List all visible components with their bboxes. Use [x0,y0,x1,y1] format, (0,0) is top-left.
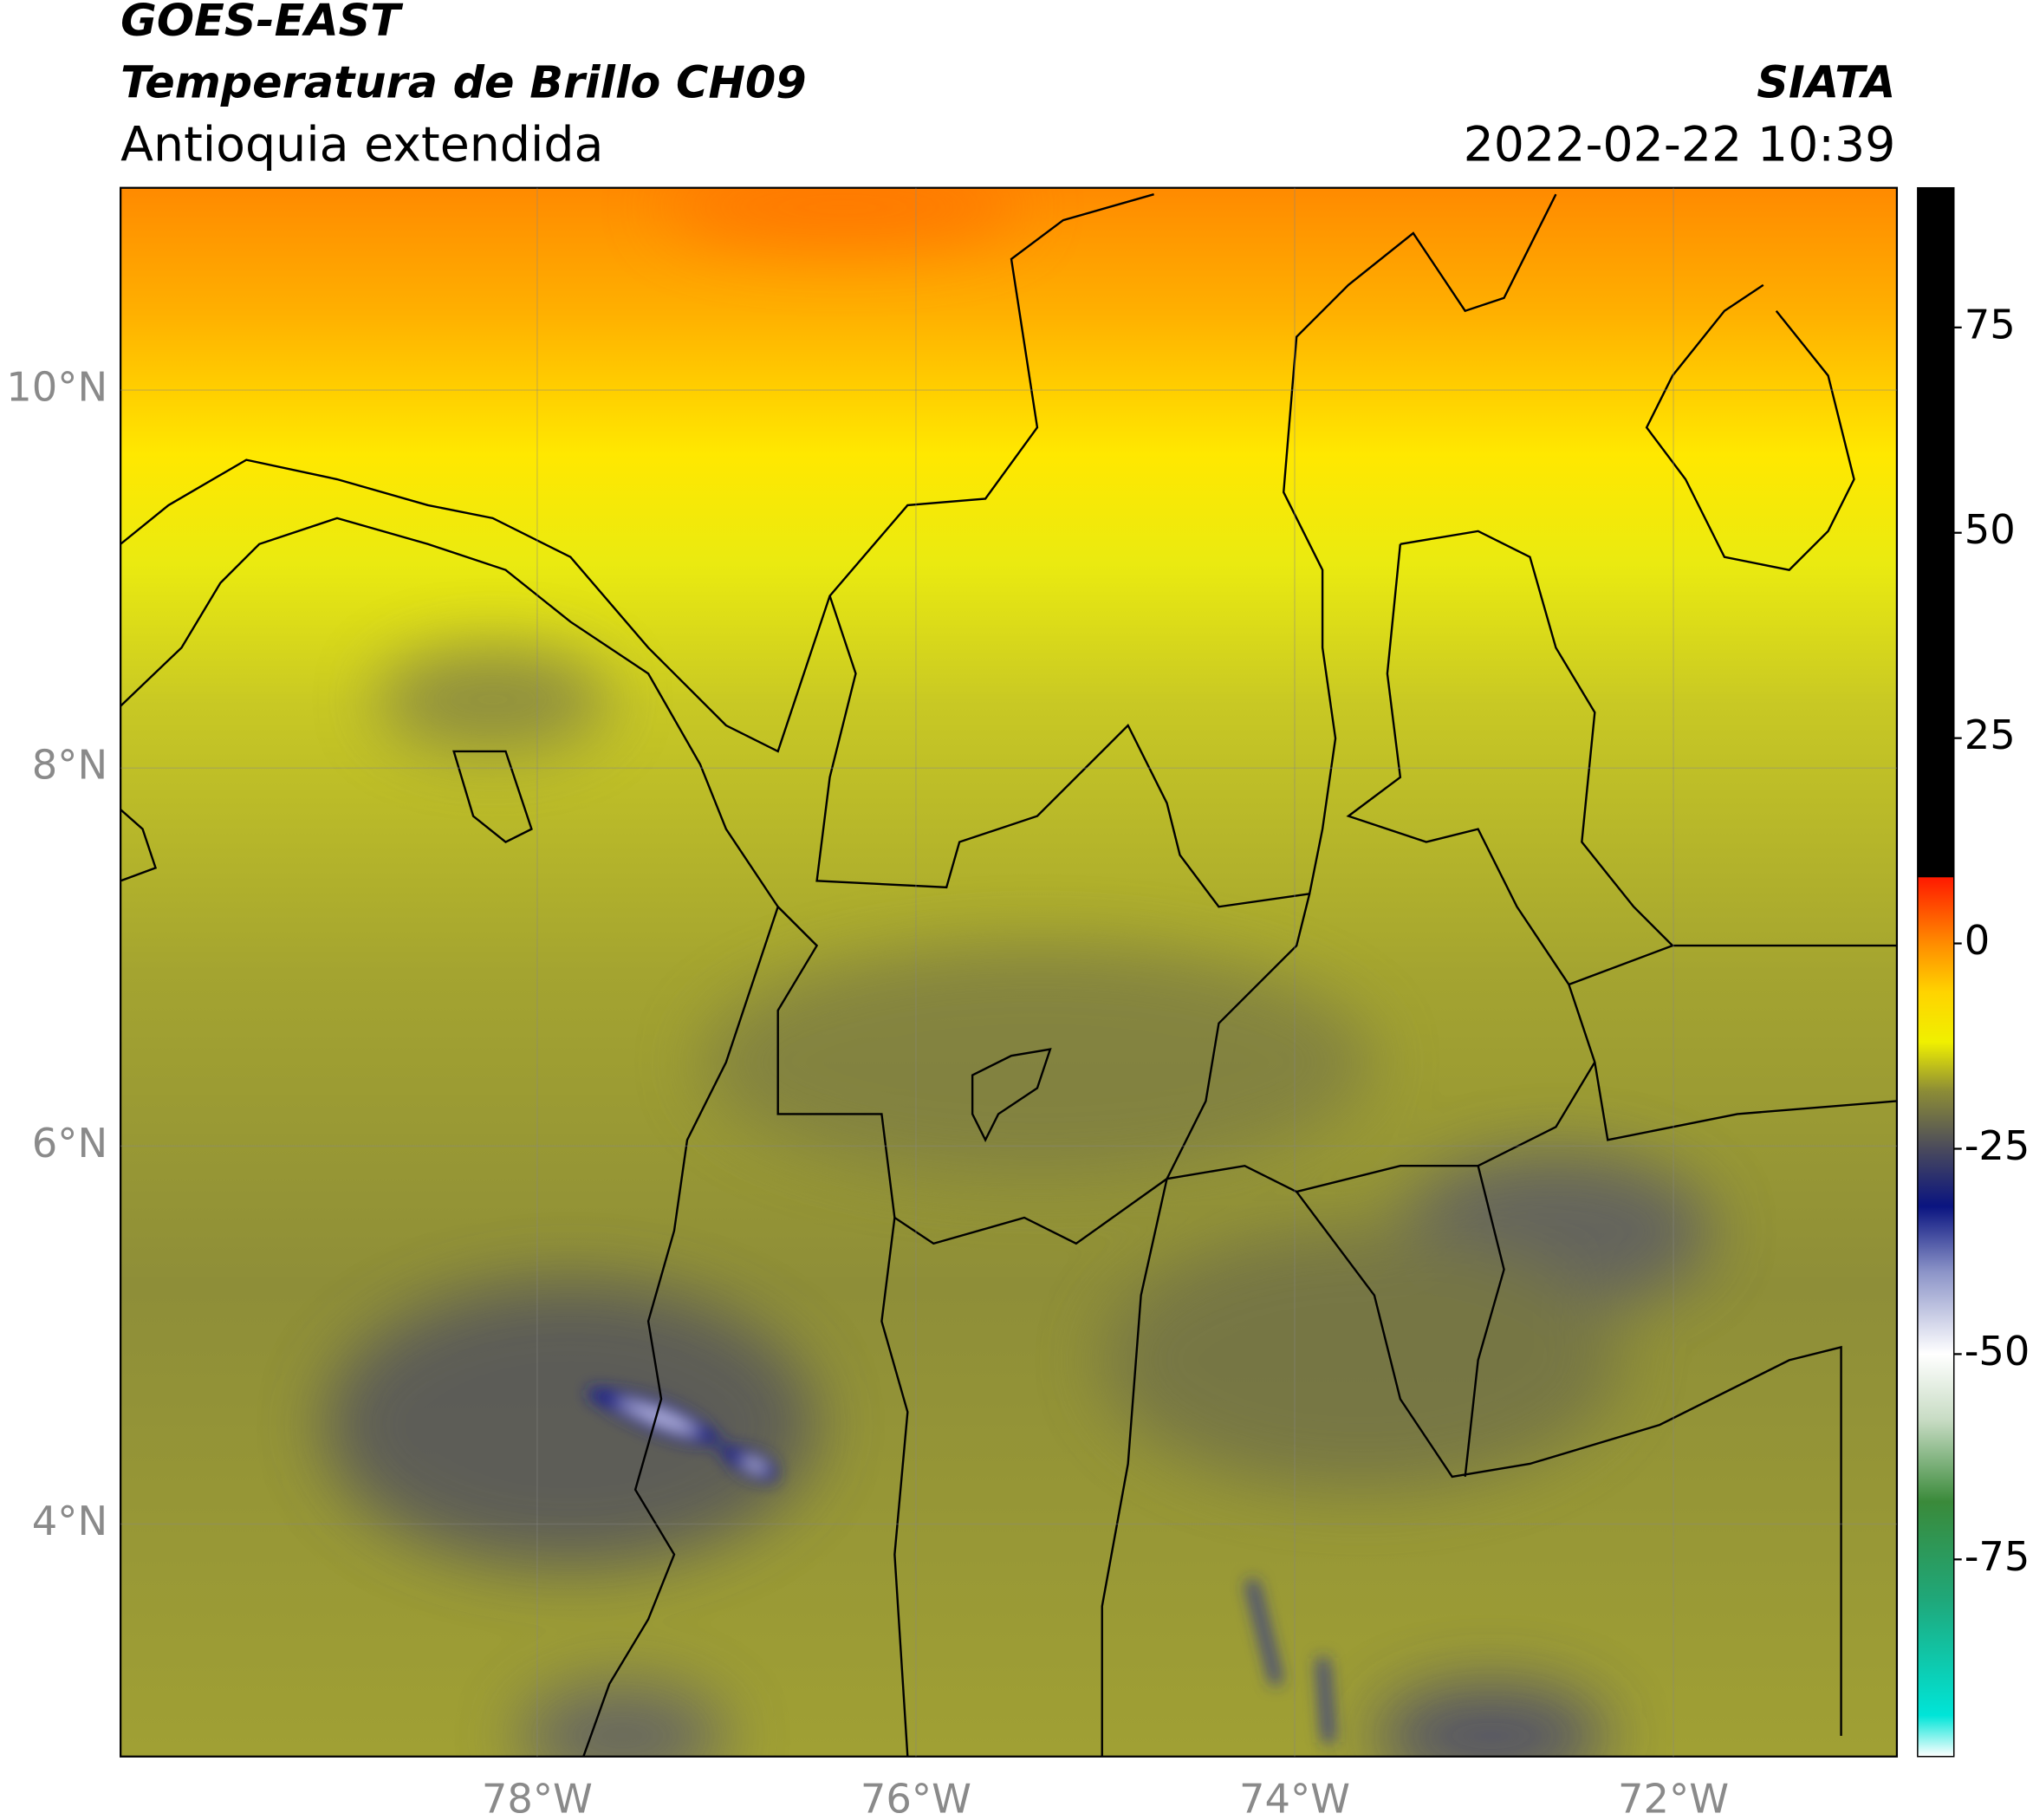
colorbar-tick-label: 50 [1965,506,2016,553]
colorbar-tick-label: -50 [1965,1328,2030,1375]
colorbar [1917,186,1955,1758]
x-tick-label: 78°W [482,1776,593,1820]
satellite: GOES-EAST [120,0,404,46]
y-tick-label: 6°N [32,1120,107,1167]
y-tick-label: 4°N [32,1498,107,1544]
x-tick-label: 74°W [1239,1776,1350,1820]
product: Temperatura de Brillo CH09 [120,57,807,108]
colorbar-tick-label: 75 [1965,301,2016,348]
y-tick-label: 10°N [6,364,107,411]
colorbar-tick-label: 0 [1965,917,1991,964]
x-tick-label: 76°W [861,1776,971,1820]
map-field [120,187,1897,1757]
y-tick-label: 8°N [32,742,107,789]
region: Antioquia extendida [120,118,603,173]
map-frame [120,186,1899,1758]
source: SIATA [1757,57,1895,108]
borders [120,193,1897,1757]
datetime: 2022-02-22 10:39 [1464,118,1896,173]
colorbar-tick-label: 25 [1965,712,2016,758]
colorbar-tick-label: -25 [1965,1122,2030,1169]
x-tick-label: 72°W [1618,1776,1729,1820]
colorbar-tick-label: -75 [1965,1533,2030,1580]
